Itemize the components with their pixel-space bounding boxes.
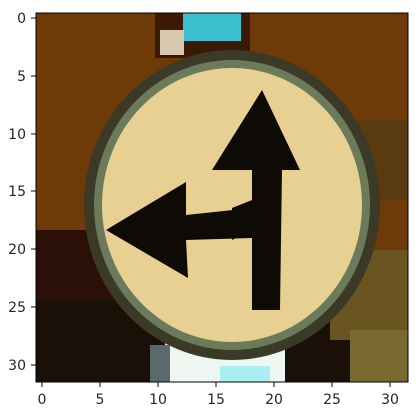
y-tick-label: 25 xyxy=(8,300,26,316)
y-tick-label: 10 xyxy=(8,127,26,143)
y-tick-label: 15 xyxy=(8,184,26,200)
y-tick-label: 30 xyxy=(8,358,26,374)
x-axis: 0 5 10 15 20 25 30 xyxy=(38,382,399,408)
y-tick-label: 0 xyxy=(17,11,26,27)
photo-image xyxy=(36,13,408,382)
x-tick-label: 30 xyxy=(381,392,399,408)
left-arrow xyxy=(106,182,252,278)
axes-frame xyxy=(35,12,409,383)
sign-face xyxy=(102,68,362,342)
x-tick-label: 20 xyxy=(265,392,283,408)
y-tick-label: 5 xyxy=(17,69,26,85)
y-tick-label: 20 xyxy=(8,242,26,258)
cyan-top-region xyxy=(183,13,241,41)
x-tick-label: 5 xyxy=(96,392,105,408)
up-arrow xyxy=(212,90,300,310)
y-axis: 0 5 10 15 20 25 30 xyxy=(8,11,36,374)
x-tick-label: 10 xyxy=(149,392,167,408)
x-tick-label: 0 xyxy=(38,392,47,408)
x-tick-label: 25 xyxy=(323,392,341,408)
x-tick-label: 15 xyxy=(207,392,225,408)
